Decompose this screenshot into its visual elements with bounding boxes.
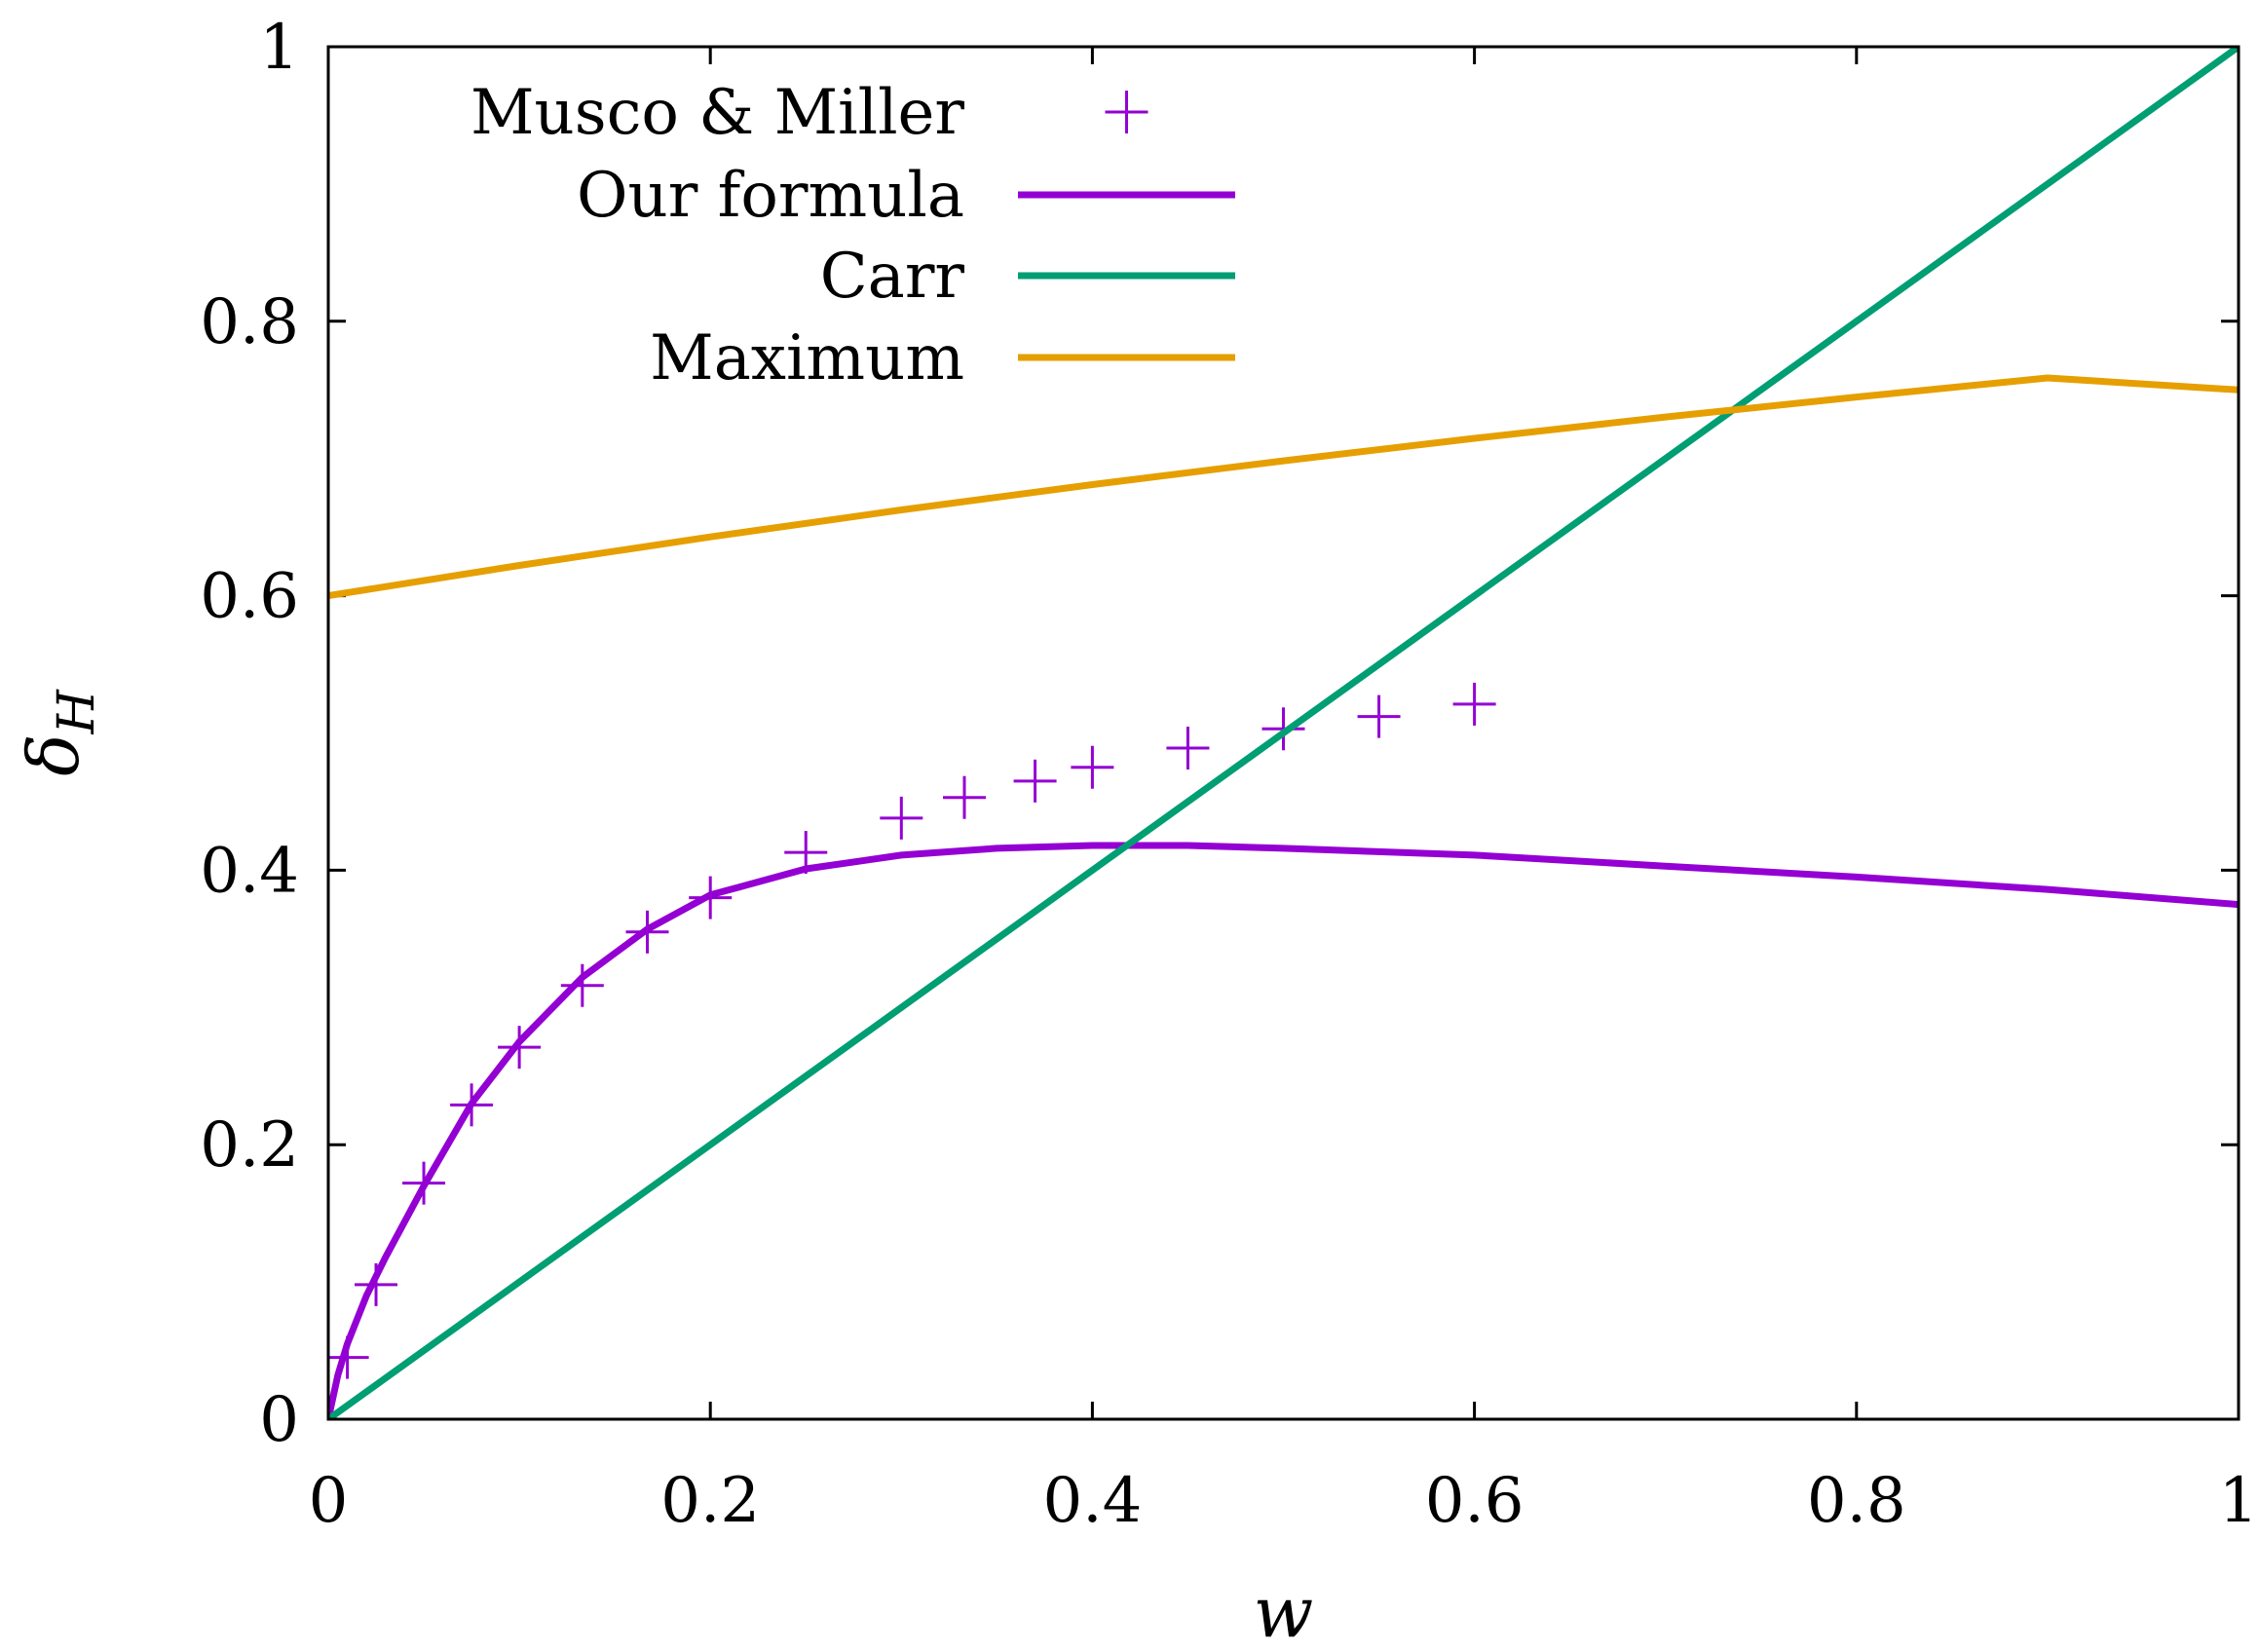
x-tick-label: 1	[2219, 1465, 2259, 1537]
series-line	[328, 842, 2239, 1419]
series-maximum	[328, 374, 2239, 600]
data-point	[1013, 759, 1057, 803]
data-point	[1357, 695, 1401, 738]
legend-entry: Carr	[820, 241, 1235, 313]
y-tick-label: 0	[259, 1384, 299, 1456]
y-tick-label: 0.8	[200, 286, 299, 358]
legend: Musco & Miller Our formula Carr Maximum	[471, 77, 1235, 394]
series-our-formula	[328, 842, 2239, 1419]
x-tick-label: 0.4	[1043, 1465, 1143, 1537]
data-point	[880, 796, 923, 840]
x-tick-label: 0.6	[1425, 1465, 1525, 1537]
x-tick-label: 0.8	[1807, 1465, 1906, 1537]
data-point	[1166, 726, 1210, 770]
y-axis-label-main: δ	[13, 734, 94, 776]
series-line	[328, 374, 2239, 600]
y-axis-label: δH	[13, 689, 106, 776]
y-axis-label-subscript: H	[48, 689, 106, 735]
legend-label: Musco & Miller	[471, 77, 964, 149]
legend-label: Our formula	[577, 160, 964, 232]
legend-label: Carr	[820, 241, 965, 313]
series-layer	[328, 47, 2239, 1419]
y-tick-label: 0.6	[200, 561, 299, 633]
legend-label: Maximum	[650, 322, 964, 394]
x-axis-label: w	[1254, 1571, 1314, 1652]
legend-entry: Musco & Miller	[471, 77, 1148, 149]
legend-entry: Our formula	[577, 160, 1235, 232]
legend-entry: Maximum	[650, 322, 1235, 394]
series-line	[328, 47, 2239, 1419]
y-tick-label: 1	[259, 12, 299, 84]
plot-frame	[326, 45, 2240, 1421]
x-tick-label: 0.2	[660, 1465, 760, 1537]
data-point	[943, 775, 987, 819]
y-tick-label: 0.2	[200, 1109, 299, 1182]
data-point	[1452, 682, 1496, 726]
data-point	[1071, 745, 1114, 789]
series-carr	[328, 47, 2239, 1419]
y-tick-label: 0.4	[200, 835, 299, 907]
series-musco-miller	[328, 682, 1496, 1379]
x-tick-label: 0	[309, 1465, 349, 1537]
data-point	[560, 963, 604, 1007]
labels-layer: 0 0.2 0.4 0.6 0.8 1 0 0.2 0.4 0.6 0.8 1 w δH	[13, 12, 2258, 1652]
